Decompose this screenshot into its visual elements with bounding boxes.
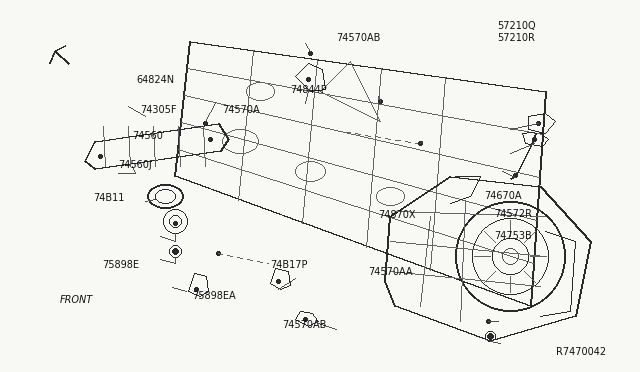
Text: 74B17P: 74B17P [270,260,307,270]
Text: 74870X: 74870X [378,210,415,220]
Text: 74844P: 74844P [290,85,327,95]
Text: 74570AA: 74570AA [368,267,413,277]
Text: 74B11: 74B11 [93,193,124,203]
Text: 74570AB: 74570AB [336,33,380,43]
Text: 74572R: 74572R [494,209,532,219]
Text: 74305F: 74305F [140,105,177,115]
Text: 75898E: 75898E [102,260,139,270]
Text: 57210Q: 57210Q [497,21,536,31]
Text: 74560J: 74560J [118,160,152,170]
Text: 74560: 74560 [132,131,163,141]
Text: R7470042: R7470042 [556,347,606,357]
Text: 74670A: 74670A [484,191,522,201]
Text: 74570AB: 74570AB [282,320,326,330]
Text: 74753B: 74753B [494,231,532,241]
Text: 74570A: 74570A [222,105,260,115]
Text: 57210R: 57210R [497,33,535,43]
Text: 64824N: 64824N [136,75,174,85]
Text: 75898EA: 75898EA [192,291,236,301]
Text: FRONT: FRONT [60,295,93,305]
